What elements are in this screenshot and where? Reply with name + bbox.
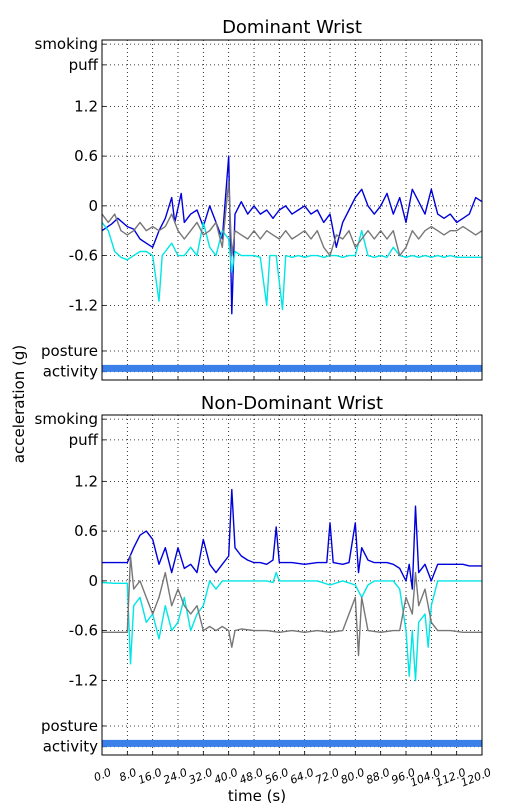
x-tick-label: 40.0: [212, 766, 240, 787]
y-tick-label: -0.6: [69, 622, 98, 640]
series-line-1: [101, 571, 482, 682]
plot-frame: [101, 39, 483, 381]
y-tick-label: 1.2: [74, 472, 98, 490]
series-line-0: [101, 155, 483, 315]
panel-non-dominant-wrist: Non-Dominant Wrist 1.2 0.6 0 -0.6 -1.2 smokin…: [35, 393, 483, 756]
series-line-2: [101, 180, 483, 257]
x-tick-label: 8.0: [117, 766, 138, 785]
x-tick-label: 16.0: [136, 766, 164, 787]
x-axis-label: time (s): [228, 787, 286, 805]
plot-frame: [101, 414, 483, 756]
series-line-2: [102, 555, 482, 657]
series-line-1: [101, 221, 482, 311]
x-tick-label: 72.0: [314, 766, 342, 787]
plot-area: [102, 415, 482, 755]
y-category-label: posture: [41, 717, 98, 735]
x-tick-label: 64.0: [288, 766, 316, 787]
plot-area: [102, 40, 482, 380]
x-tick-label: 48.0: [238, 766, 266, 787]
activity-bar: [102, 739, 482, 747]
y-category-label: puff: [69, 431, 99, 449]
y-category-label: activity: [43, 738, 98, 756]
x-tick-label: 88.0: [364, 766, 392, 787]
y-tick-label: -1.2: [69, 296, 98, 314]
y-tick-label: 0: [88, 197, 98, 215]
activity-bar: [102, 364, 482, 372]
y-tick-label: -0.6: [69, 247, 98, 265]
y-tick-label: 0.6: [74, 522, 98, 540]
x-tick-label: 32.0: [187, 766, 215, 787]
x-tick-label: 80.0: [339, 766, 367, 787]
y-axis-label: acceleration (g): [10, 345, 28, 463]
x-tick-label: 56.0: [263, 766, 291, 787]
x-tick-labels: 0.0 8.016.024.032.040.048.056.064.072.080…: [92, 766, 493, 790]
y-tick-label: -1.2: [69, 671, 98, 689]
y-tick-label: 0.6: [74, 147, 98, 165]
y-tick-label: 0: [88, 572, 98, 590]
panel-title: Dominant Wrist: [222, 17, 362, 38]
y-tick-label: 1.2: [74, 97, 98, 115]
panel-title: Non-Dominant Wrist: [201, 393, 383, 414]
x-tick-label: 0.0: [92, 766, 113, 785]
x-tick-label: 24.0: [162, 766, 190, 787]
y-category-label: puff: [69, 56, 99, 74]
series-line-0: [102, 488, 482, 590]
panel-dominant-wrist: Dominant Wrist 1.2 0.6 0 -0.6 -1.2 smoking puf…: [35, 17, 483, 381]
y-category-label: smoking: [35, 35, 99, 53]
y-category-label: smoking: [35, 410, 99, 428]
y-category-label: activity: [43, 363, 98, 381]
y-category-label: posture: [41, 342, 98, 360]
